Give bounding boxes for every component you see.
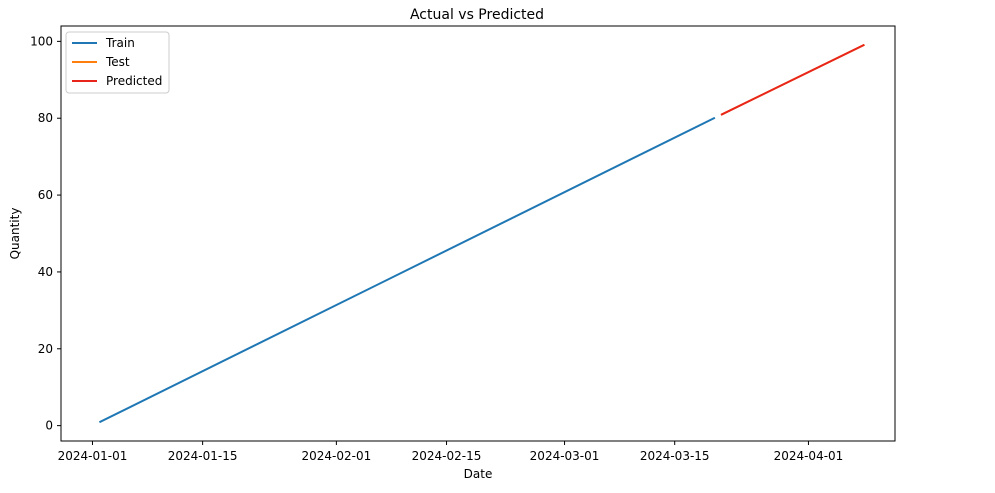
legend-label-predicted: Predicted: [106, 74, 162, 88]
y-axis: 0 20 40 60 80 100: [30, 34, 61, 433]
y-tick-label: 20: [38, 342, 53, 356]
legend-frame: [65, 31, 170, 94]
x-tick-label: 2024-02-01: [302, 449, 372, 463]
y-axis-label: Quantity: [8, 208, 22, 260]
legend-label-test: Test: [105, 55, 130, 69]
y-tick-label: 40: [38, 265, 53, 279]
series-line-predicted: [720, 43, 865, 116]
series-line-train: [98, 116, 716, 424]
x-tick-label: 2024-01-15: [168, 449, 238, 463]
y-tick-label: 0: [45, 419, 53, 433]
x-tick-label: 2024-03-01: [530, 449, 600, 463]
chart-title: Actual vs Predicted: [410, 7, 544, 23]
x-axis: 2024-01-01 2024-01-15 2024-02-01 2024-02-15…: [58, 441, 844, 463]
x-axis-label: Date: [464, 467, 493, 481]
y-tick-label: 100: [30, 34, 53, 48]
x-tick-label: 2024-02-15: [412, 449, 482, 463]
plot-area-frame: [60, 25, 896, 442]
legend-label-train: Train: [105, 36, 135, 50]
y-tick-label: 60: [38, 188, 53, 202]
x-tick-label: 2024-04-01: [774, 449, 844, 463]
legend: Train Test Predicted: [65, 31, 170, 94]
y-tick-label: 80: [38, 111, 53, 125]
x-tick-label: 2024-01-01: [58, 449, 128, 463]
series-layer: [98, 43, 865, 424]
x-tick-label: 2024-03-15: [640, 449, 710, 463]
